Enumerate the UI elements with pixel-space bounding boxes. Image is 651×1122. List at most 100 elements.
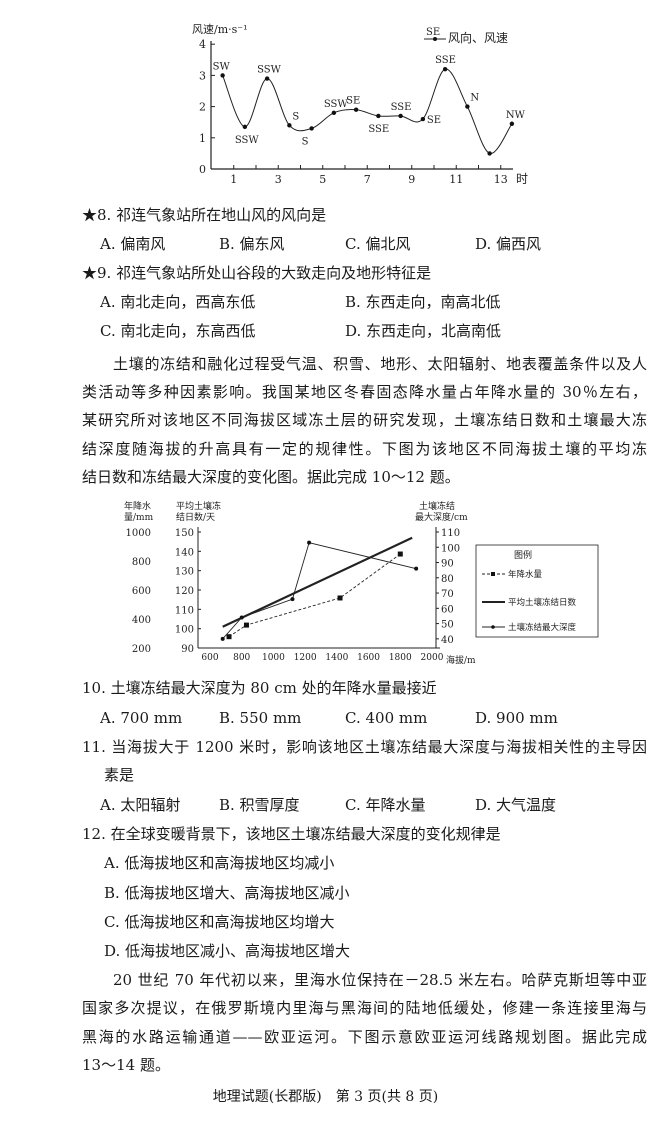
x-tick-label: 13 [494, 173, 508, 186]
wind-direction-label: N [470, 93, 479, 104]
data-point [242, 124, 248, 130]
question-9-title: ★9. 祁连气象站所处山谷段的大致走向及地形特征是 [82, 264, 432, 282]
right-tick-label: 50 [441, 620, 454, 631]
x-tick-label: 2000 [421, 653, 444, 663]
right-label: 土壤冻结 [419, 500, 455, 512]
right-tick-label: 100 [441, 543, 460, 554]
data-point [220, 73, 225, 78]
inner-tick-label: 120 [175, 586, 194, 597]
soil-freezing-chart: 1000 800 600 400 200 150 140 130 120 110 100 90 110 1… [124, 500, 599, 666]
depth-point [307, 540, 312, 545]
x-axis-label: 海拔/m [446, 654, 476, 666]
depth-point [220, 636, 225, 641]
q12-option-b: B. 低海拔地区增大、高海拔地区减小 [104, 884, 350, 902]
q9-option-c: C. 南北走向，东高西低 [100, 322, 256, 340]
wind-direction-label: SSE [368, 124, 389, 135]
data-point [376, 113, 381, 119]
data-point [287, 123, 292, 128]
legend-entry: 土壤冻结最大深度 [508, 622, 577, 633]
x-tick-label: 800 [233, 653, 250, 663]
inner-tick-label: 150 [175, 528, 194, 539]
left-outer-label: 量/mm [124, 512, 154, 523]
data-point [420, 116, 426, 122]
outer-tick-label: 400 [132, 615, 151, 626]
legend-marker [491, 572, 495, 576]
q8-option-a: A. 偏南风 [100, 235, 166, 253]
paragraph-1-line: 结深度随海拔的升高具有一定的规律性。下图为该地区不同海拔土壤的平均冻 [82, 440, 647, 458]
depth-point [414, 566, 419, 571]
q11-option-c: C. 年降水量 [345, 796, 426, 814]
q11-option-a: A. 太阳辐射 [100, 796, 181, 814]
x-tick-label: 5 [319, 173, 326, 186]
question-11-title: 11. 当海拔大于 1200 米时，影响该地区土壤冻结最大深度与海拔相关性的主导… [82, 738, 647, 756]
inner-tick-label: 140 [175, 547, 194, 558]
right-tick-label: 40 [441, 635, 454, 646]
legend-box [475, 544, 599, 638]
outer-tick-label: 600 [132, 586, 151, 597]
wind-direction-label: SW [213, 61, 231, 72]
wind-direction-label: NW [506, 110, 526, 121]
q8-option-d: D. 偏西风 [475, 235, 542, 253]
outer-tick-label: 1000 [126, 528, 151, 539]
x-tick-label: 1800 [389, 653, 412, 663]
right-tick-label: 90 [441, 559, 454, 570]
series-line [228, 553, 401, 638]
data-point [487, 151, 492, 156]
q11-option-d: D. 大气温度 [475, 796, 557, 814]
q11-option-b: B. 积雪厚度 [219, 796, 300, 814]
q9-option-d: D. 东西走向，北高南低 [345, 322, 502, 340]
paragraph-1-line: 土壤的冻结和融化过程受气温、积雪、地形、太阳辐射、地表覆盖条件以及人 [113, 355, 647, 373]
question-8-title: ★8. 祁连气象站所在地山风的风向是 [82, 206, 327, 224]
wind-direction-label: SSW [235, 135, 260, 146]
q8-option-c: C. 偏北风 [345, 235, 411, 253]
y-tick-label: 0 [199, 163, 206, 176]
x-tick-label: 1 [230, 173, 237, 186]
x-tick-label: 600 [201, 653, 218, 663]
paragraph-2-line: 13～14 题。 [82, 1056, 170, 1074]
q12-option-a: A. 低海拔地区和高海拔地区均减小 [104, 854, 335, 872]
paragraph-1-line: 结日数和冻结最大深度的变化图。据此完成 10～12 题。 [82, 468, 460, 486]
q12-option-c: C. 低海拔地区和高海拔地区均增大 [104, 913, 335, 931]
series-line [222, 536, 413, 628]
y-tick-label: 3 [199, 69, 206, 82]
precip-point [226, 634, 232, 640]
y-tick-label: 4 [199, 38, 206, 51]
wind-direction-label: SE [427, 115, 441, 126]
depth-point [290, 597, 295, 602]
inner-tick-label: 110 [175, 605, 194, 616]
x-tick-label: 1200 [294, 653, 317, 663]
inner-tick-label: 100 [175, 625, 194, 636]
wind-direction-label: S [292, 111, 299, 122]
paragraph-2-line: 国家多次提议，在俄罗斯境内里海与黑海间的陆地低缓处，修建一条连接里海与 [82, 999, 647, 1017]
series-line [222, 542, 417, 640]
inner-tick-label: 130 [175, 567, 194, 578]
q10-option-c: C. 400 mm [345, 709, 428, 727]
x-tick-label: 7 [364, 173, 371, 186]
legend-marker [433, 37, 437, 41]
data-point [264, 76, 270, 81]
right-label: 最大深度/cm [415, 511, 468, 523]
x-tick-label: 3 [275, 173, 282, 186]
left-outer-label: 年降水 [124, 500, 151, 512]
data-point [465, 104, 470, 109]
x-tick-label: 11 [449, 173, 463, 186]
wind-direction-label: SSW [257, 65, 282, 76]
wind-direction-label: S [302, 136, 309, 147]
outer-tick-label: 200 [132, 644, 151, 655]
x-tick-label: 1400 [325, 653, 348, 663]
q10-option-b: B. 550 mm [219, 709, 302, 727]
legend-label: 风向、风速 [448, 30, 508, 45]
precip-point [397, 551, 403, 557]
data-point [442, 66, 448, 72]
legend-entry: 年降水量 [508, 569, 543, 580]
left-inner-label: 结日数/天 [176, 511, 215, 523]
data-point [509, 121, 515, 126]
depth-point [239, 615, 244, 620]
data-point [331, 110, 337, 116]
inner-tick-label: 90 [181, 644, 194, 655]
legend-entry: 平均土壤冻结日数 [508, 597, 577, 608]
precip-point [243, 622, 249, 628]
question-11-title-cont: 素是 [104, 766, 135, 784]
